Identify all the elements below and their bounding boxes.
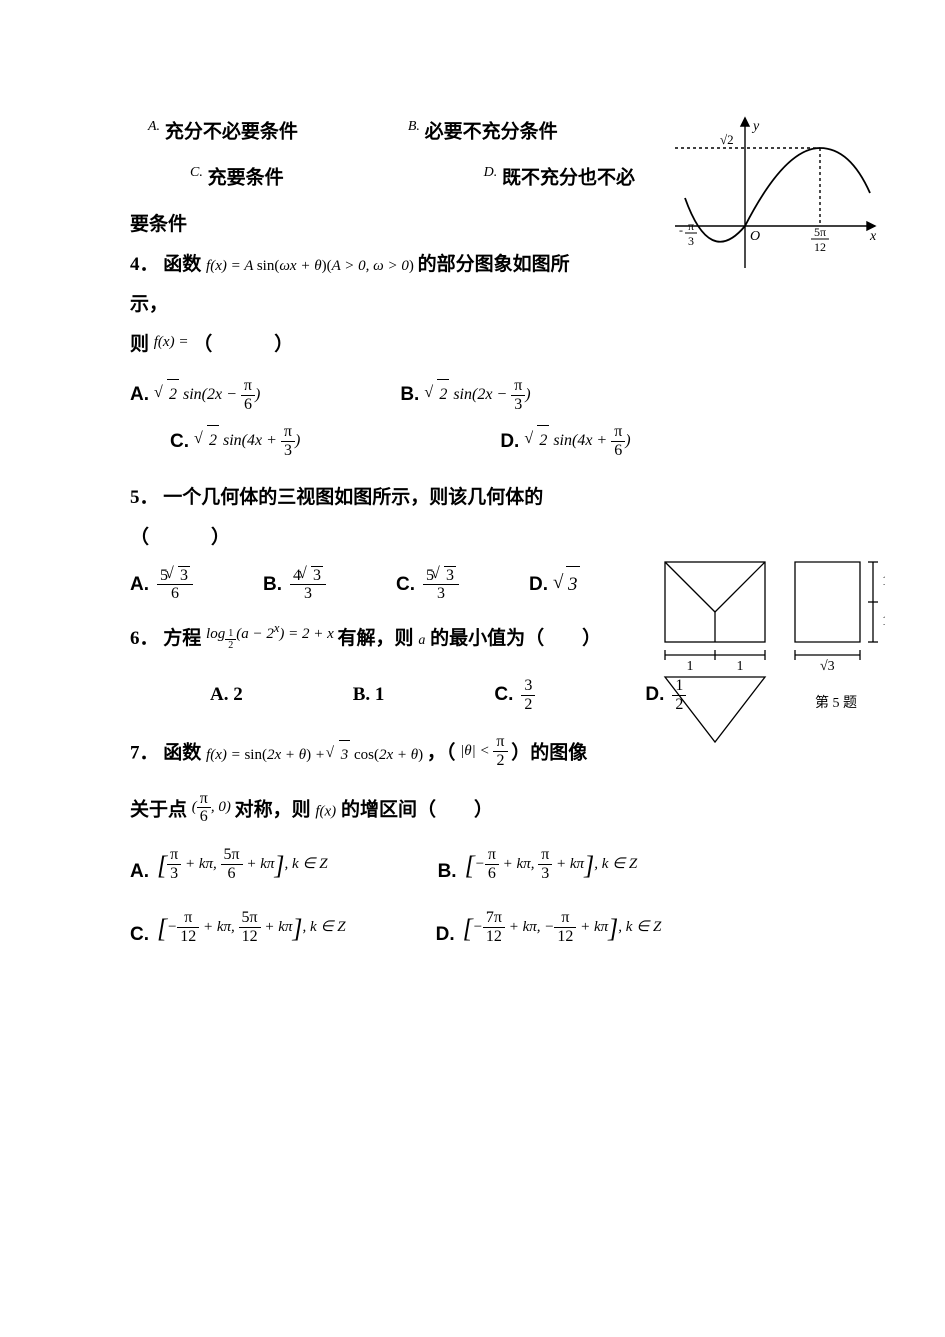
q7-options-row2: C. [−π12 + kπ, 5π12 + kπ], k ∈ Z D. [−7π…: [130, 904, 815, 953]
q5-stem: 5． 一个几何体的三视图如图所示，则该几何体的: [130, 480, 815, 516]
q4-opt-D-expr: 2 sin(4x + π6): [527, 423, 630, 459]
q7-cond: |θ| < π2: [460, 743, 511, 759]
svg-text:3: 3: [688, 234, 694, 248]
q3-opt-D-label: D.: [484, 165, 498, 180]
q4-fx: f(x) =: [154, 334, 189, 350]
q7-line2a: 关于点: [130, 799, 187, 820]
q5-fig-caption: 第 5 题: [815, 694, 857, 711]
q5-paren: （ ）: [130, 520, 815, 556]
q5-opt-D-label: D.: [529, 567, 548, 603]
q4-fig-origin: O: [750, 229, 760, 244]
q5-dim-side-1a: 1: [882, 574, 885, 589]
q4-stem4: 则: [130, 334, 149, 355]
q3-opt-B-text: 必要不充分条件: [425, 121, 558, 142]
q4-fig-x-label: x: [869, 229, 877, 244]
q7-opt-D-label: D.: [436, 917, 455, 953]
q5-opt-A-val: 536: [157, 566, 193, 603]
q4-opt-D-label: D.: [500, 424, 519, 460]
q6-stem1: 方程: [163, 628, 201, 649]
q3-opt-C-label: C.: [190, 165, 203, 180]
q7-line2c: 的增区间（ ）: [341, 799, 493, 820]
q4-fig-xleft: - π 3: [679, 219, 697, 248]
q3-opt-B-label: B.: [408, 119, 420, 134]
q4-formula: f(x) = A sin(ωx + θ)(A > 0, ω > 0): [206, 258, 418, 274]
q5-opt-A-label: A.: [130, 567, 149, 603]
q5-figure: 1 1 1 1 √3 第 5 题: [660, 552, 885, 752]
q5-opt-C-val: 533: [423, 566, 459, 603]
q3-opt-A-text: 充分不必要条件: [165, 121, 298, 142]
q7-options-row1: A. [π3 + kπ, 5π6 + kπ], k ∈ Z B. [−π6 + …: [130, 841, 815, 890]
q6-var: a: [418, 633, 425, 648]
q4-opt-B-label: B.: [400, 377, 419, 413]
q7-number: 7．: [130, 743, 159, 764]
q4-opt-C-label: C.: [170, 424, 189, 460]
q7-fx: f(x) = sin(2x + θ) + 3 cos(2x + θ): [206, 747, 427, 763]
q6-stem3: 的最小值为（ ）: [430, 628, 601, 649]
q7-opt-B-label: B.: [438, 854, 457, 890]
q4-stem3: 示，: [130, 287, 815, 323]
q5-dim-1a: 1: [687, 659, 694, 674]
q6-stem2: 有解，则: [338, 628, 414, 649]
q5-dim-1b: 1: [737, 659, 744, 674]
q4-fig-y-label: y: [751, 119, 760, 134]
q5-stem-text: 一个几何体的三视图如图所示，则该几何体的: [163, 487, 543, 508]
q4-paren: （ ）: [193, 334, 301, 355]
q4-fig-xright: 5π 12: [811, 225, 829, 254]
q4-stem1: 函数: [163, 254, 201, 275]
q5-opt-B-label: B.: [263, 567, 282, 603]
q4-options-row1: A. 2 sin(2x − π6) B. 2 sin(2x − π3): [130, 377, 815, 413]
q5-opt-C-label: C.: [396, 567, 415, 603]
svg-text:π: π: [688, 219, 694, 233]
q7-opt-A-label: A.: [130, 854, 149, 890]
svg-text:5π: 5π: [814, 225, 826, 239]
q7-opt-D-expr: [−7π12 + kπ, −π12 + kπ], k ∈ Z: [463, 904, 662, 953]
svg-text:12: 12: [814, 240, 826, 254]
q4-fig-amp: √2: [720, 132, 734, 147]
q3-opt-D-text: 既不充分也不必: [502, 168, 635, 189]
q6-opt-C-label: C.: [494, 677, 513, 713]
q4-opt-A-label: A.: [130, 377, 149, 413]
q7-line2b: 对称，则: [235, 799, 311, 820]
svg-text:-: -: [679, 223, 683, 237]
q4-figure: y x O √2 - π 3 5π 12: [665, 108, 885, 278]
q7-stem-line2: 关于点 (π6, 0) 对称，则 f(x) 的增区间（ ）: [130, 790, 815, 829]
q4-stem-line3: 则 f(x) = （ ）: [130, 327, 815, 363]
q6-opt-C-val: 32: [521, 677, 535, 713]
q4-opt-B-expr: 2 sin(2x − π3): [427, 377, 530, 413]
q7-point: (π6, 0): [192, 799, 235, 815]
q5-dim-sqrt3: √3: [820, 659, 835, 674]
q6-opt-A: A. 2: [210, 677, 243, 713]
q7-stem1: 函数: [163, 743, 201, 764]
q4-number: 4．: [130, 254, 159, 275]
q4-opt-C-expr: 2 sin(4x + π3): [197, 423, 300, 459]
q4-opt-A-expr: 2 sin(2x − π6): [157, 377, 260, 413]
q7-fx2: f(x): [315, 803, 336, 819]
q5-dim-side-1b: 1: [882, 614, 885, 629]
q4-stem2: 的部分图象如图所: [418, 254, 570, 275]
q7-opt-A-expr: [π3 + kπ, 5π6 + kπ], k ∈ Z: [157, 841, 328, 890]
q5-opt-D-val: 3: [556, 566, 580, 603]
q6-opt-B: B. 1: [353, 677, 385, 713]
q7-opt-C-expr: [−π12 + kπ, 5π12 + kπ], k ∈ Z: [157, 904, 346, 953]
q7-opt-C-label: C.: [130, 917, 149, 953]
q7-comma: ，（: [427, 743, 456, 764]
q7-opt-B-expr: [−π6 + kπ, π3 + kπ], k ∈ Z: [465, 841, 638, 890]
q6-number: 6．: [130, 628, 159, 649]
q5-number: 5．: [130, 487, 159, 508]
q3-opt-C-text: 充要条件: [208, 168, 284, 189]
q7-close: ）的图像: [511, 743, 587, 764]
q4-options-row2: C. 2 sin(4x + π3) D. 2 sin(4x + π6): [170, 423, 815, 459]
q3-opt-A-label: A.: [148, 119, 160, 134]
q6-formula: log12(a − 2x) = 2 + x: [206, 626, 338, 642]
q5-opt-B-val: 433: [290, 566, 326, 603]
